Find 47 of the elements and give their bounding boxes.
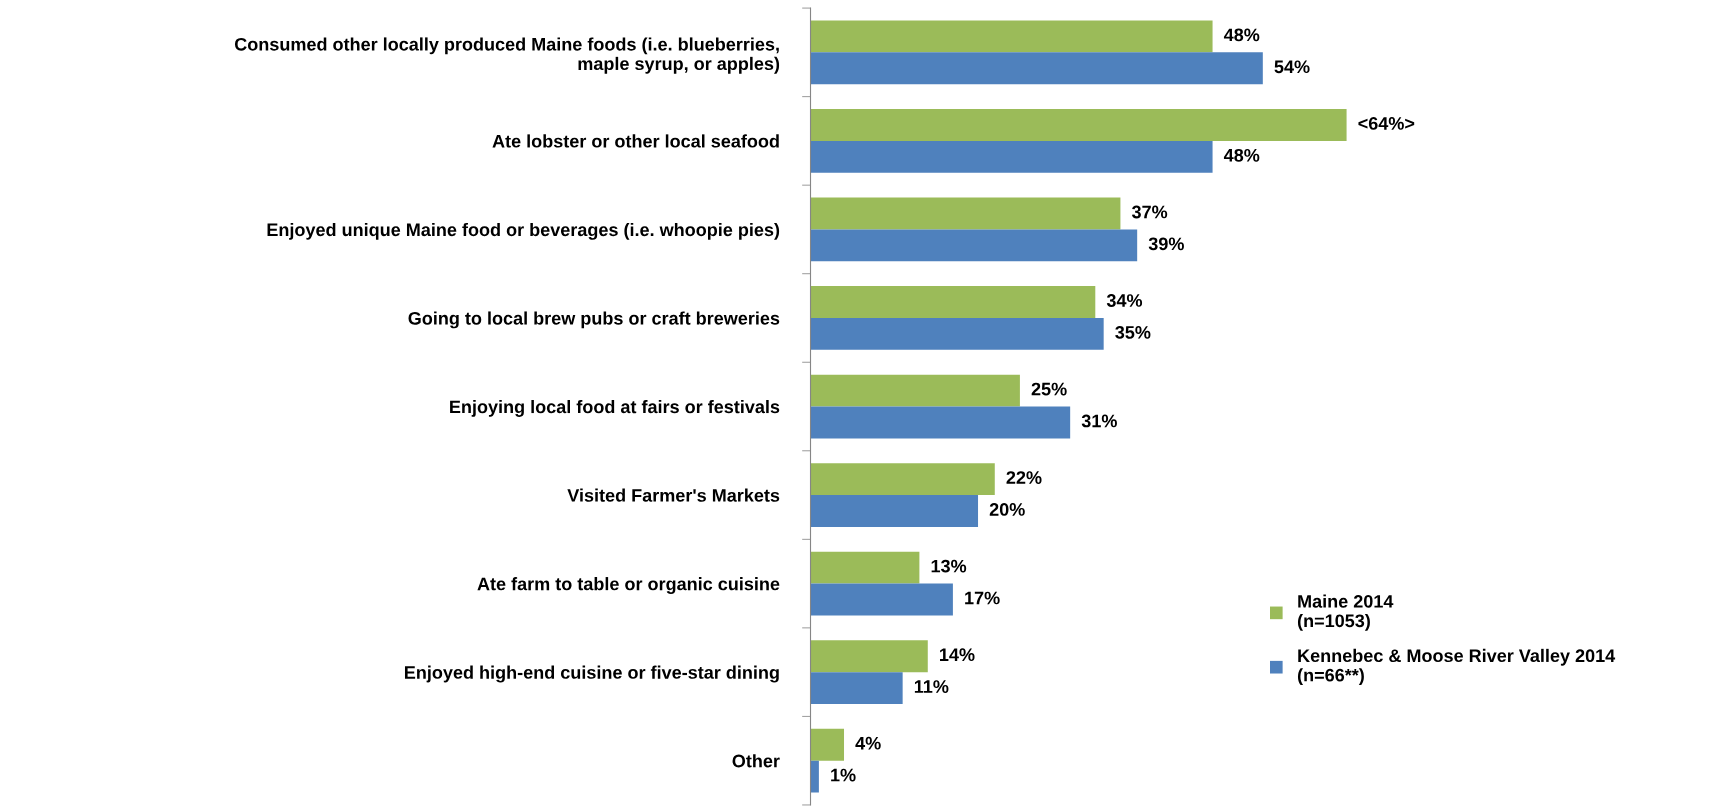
bar [810, 463, 995, 496]
bar [810, 52, 1263, 85]
data-label: 14% [940, 648, 975, 662]
data-label: 4% [855, 736, 881, 750]
data-label: 17% [965, 591, 1000, 605]
data-label: 48% [1223, 148, 1260, 162]
y-tick-label: Going to local brew pubs or craft breweries [408, 311, 780, 329]
legend-label: Maine 2014 (n=1053) [1297, 594, 1394, 631]
y-tick-label: Consumed other locally produced Maine foods (i.e. blueberries, maple syrup, or apples) [234, 37, 780, 74]
data-label: 20% [989, 503, 1025, 516]
data-label: 34% [1106, 294, 1143, 307]
data-label: 39% [1148, 237, 1184, 251]
data-label: <64%> [1358, 117, 1415, 130]
y-tick-label: Ate lobster or other local seafood [492, 134, 779, 148]
bar [810, 640, 928, 673]
data-label: 13% [931, 559, 967, 573]
bar [810, 20, 1213, 53]
data-label: 54% [1274, 60, 1310, 74]
data-label: 37% [1131, 205, 1168, 219]
data-label: 25% [1031, 382, 1067, 396]
data-label: 35% [1115, 325, 1151, 339]
legend-label: Kennebec & Moose River Valley 2014 (n=66**) [1297, 648, 1616, 686]
bar [810, 406, 1071, 439]
bar [810, 317, 1104, 350]
bar [810, 728, 845, 761]
bar [810, 672, 903, 705]
bar [810, 197, 1121, 230]
bar [810, 286, 1096, 318]
bar [810, 140, 1213, 173]
bar [810, 551, 920, 584]
y-tick-label: Enjoyed high-end cuisine or five-star dining [405, 665, 779, 683]
bar [810, 583, 953, 616]
y-tick-label: Other [732, 754, 780, 768]
data-label: 1% [831, 768, 856, 782]
bar [810, 109, 1347, 141]
bar [810, 760, 819, 793]
data-label: 48% [1223, 28, 1260, 42]
bar [810, 495, 979, 527]
y-tick-label: Visited Farmer's Markets [567, 488, 780, 502]
data-label: 22% [1006, 471, 1042, 484]
y-tick-label: Enjoyed unique Maine food or beverages (i.e. whoopie pies) [267, 222, 780, 240]
data-label: 31% [1081, 414, 1117, 428]
y-tick-label: Enjoying local food at fairs or festivals [450, 399, 780, 417]
y-tick-label: Ate farm to table or organic cuisine [477, 577, 780, 594]
data-label: 11% [914, 680, 949, 693]
bar [810, 229, 1138, 262]
bar [810, 374, 1020, 407]
